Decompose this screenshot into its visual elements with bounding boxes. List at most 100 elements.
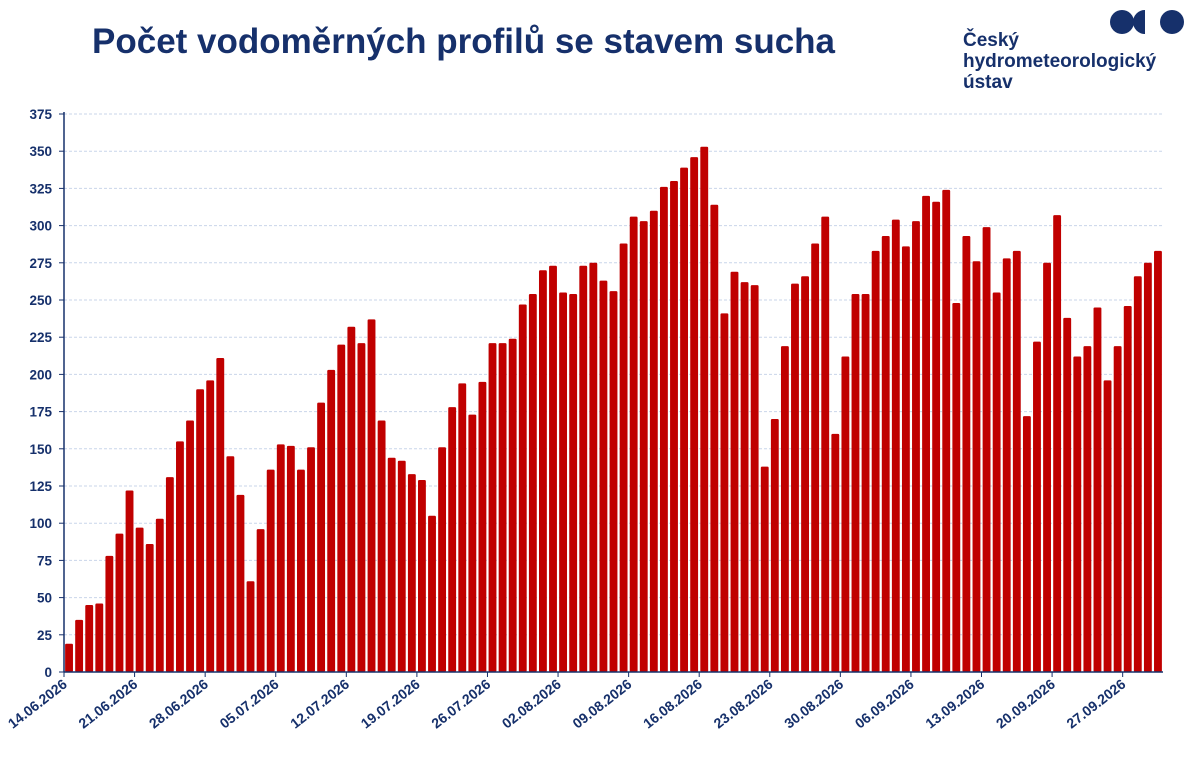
bar <box>286 445 295 672</box>
y-tick-label: 125 <box>29 479 52 494</box>
bar <box>357 343 366 672</box>
bar <box>690 157 699 673</box>
y-tick-label: 225 <box>29 330 52 345</box>
x-tick-label: 27.09.2026 <box>1063 676 1128 732</box>
bar <box>639 221 648 673</box>
x-tick-labels: 14.06.2026 21.06.2026 28.06.2026 05.07.2026… <box>5 672 1129 732</box>
bar <box>1123 305 1132 672</box>
bar <box>942 189 951 672</box>
y-tick-label: 300 <box>29 219 52 234</box>
bar <box>871 250 880 672</box>
bar <box>85 605 94 672</box>
bar <box>851 294 860 672</box>
bar <box>236 494 245 672</box>
y-tick-label: 200 <box>29 367 52 382</box>
bar <box>932 201 941 673</box>
bar <box>246 581 255 672</box>
bar <box>700 146 709 673</box>
bar <box>428 515 436 672</box>
bar <box>1093 307 1102 672</box>
bar <box>619 243 628 672</box>
bar <box>659 186 668 673</box>
bar <box>982 227 991 672</box>
logo-line-2: hydrometeorologický <box>963 51 1157 72</box>
x-tick-label: 16.08.2026 <box>640 676 705 732</box>
bar <box>95 603 104 672</box>
bar <box>972 261 981 672</box>
bar <box>256 529 265 672</box>
bar <box>105 555 114 672</box>
bar <box>1012 250 1021 672</box>
bar <box>801 276 810 672</box>
bar <box>780 346 789 672</box>
bar <box>1103 380 1112 672</box>
bar <box>407 474 416 672</box>
bar <box>831 433 840 672</box>
bar <box>589 262 598 672</box>
bar <box>417 480 426 672</box>
bar <box>680 167 689 672</box>
bar <box>155 518 164 672</box>
bar <box>952 302 961 672</box>
chart-title: Počet vodoměrných profilů se stavem such… <box>92 22 836 61</box>
bar <box>811 243 820 672</box>
bar <box>367 319 376 672</box>
x-tick-label: 23.08.2026 <box>711 676 776 732</box>
bar <box>327 369 336 672</box>
x-tick-label: 21.06.2026 <box>75 676 140 732</box>
bar <box>448 407 457 672</box>
y-tick-label: 75 <box>37 553 53 568</box>
bar <box>559 292 568 672</box>
bar <box>912 221 920 673</box>
bar <box>206 380 215 672</box>
bar <box>377 420 386 672</box>
bar <box>992 292 1001 672</box>
bar <box>1113 346 1122 672</box>
bar <box>145 544 154 672</box>
bar <box>337 344 346 672</box>
bar <box>125 490 134 672</box>
bar <box>307 447 315 672</box>
bar <box>508 338 517 672</box>
x-tick-label: 28.06.2026 <box>146 676 211 732</box>
y-tick-label: 150 <box>29 442 52 457</box>
bar <box>901 246 910 672</box>
bar <box>387 457 396 672</box>
bar <box>569 294 578 672</box>
bar <box>438 447 447 672</box>
bar <box>115 533 124 672</box>
y-tick-label: 375 <box>29 107 52 122</box>
x-tick-label: 30.08.2026 <box>781 676 846 732</box>
bar <box>730 271 739 672</box>
logo-line-1: Český <box>963 30 1019 51</box>
bar <box>649 210 658 672</box>
y-tick-label: 25 <box>37 628 53 643</box>
x-tick-label: 26.07.2026 <box>428 676 493 732</box>
bar <box>488 343 497 672</box>
bar <box>791 283 799 672</box>
bar <box>165 477 174 672</box>
y-tick-label: 0 <box>44 665 52 680</box>
bar <box>821 216 830 672</box>
y-tick-label: 100 <box>29 516 52 531</box>
bar <box>458 383 467 672</box>
chmi-logo-mark-icon <box>1110 10 1184 34</box>
y-tick-label: 325 <box>29 181 52 196</box>
bar <box>922 195 930 672</box>
bar <box>397 460 406 672</box>
bar <box>861 294 870 672</box>
bar <box>1043 262 1051 672</box>
bar <box>1053 215 1062 672</box>
bar <box>75 619 84 672</box>
bar <box>1002 258 1011 672</box>
y-tick-label: 250 <box>29 293 52 308</box>
bar <box>720 313 729 672</box>
bar <box>750 285 759 672</box>
x-tick-label: 19.07.2026 <box>358 676 423 732</box>
bar <box>891 219 900 672</box>
bar <box>468 414 477 672</box>
bar <box>347 326 356 672</box>
bar <box>518 304 527 672</box>
bar <box>740 282 749 672</box>
